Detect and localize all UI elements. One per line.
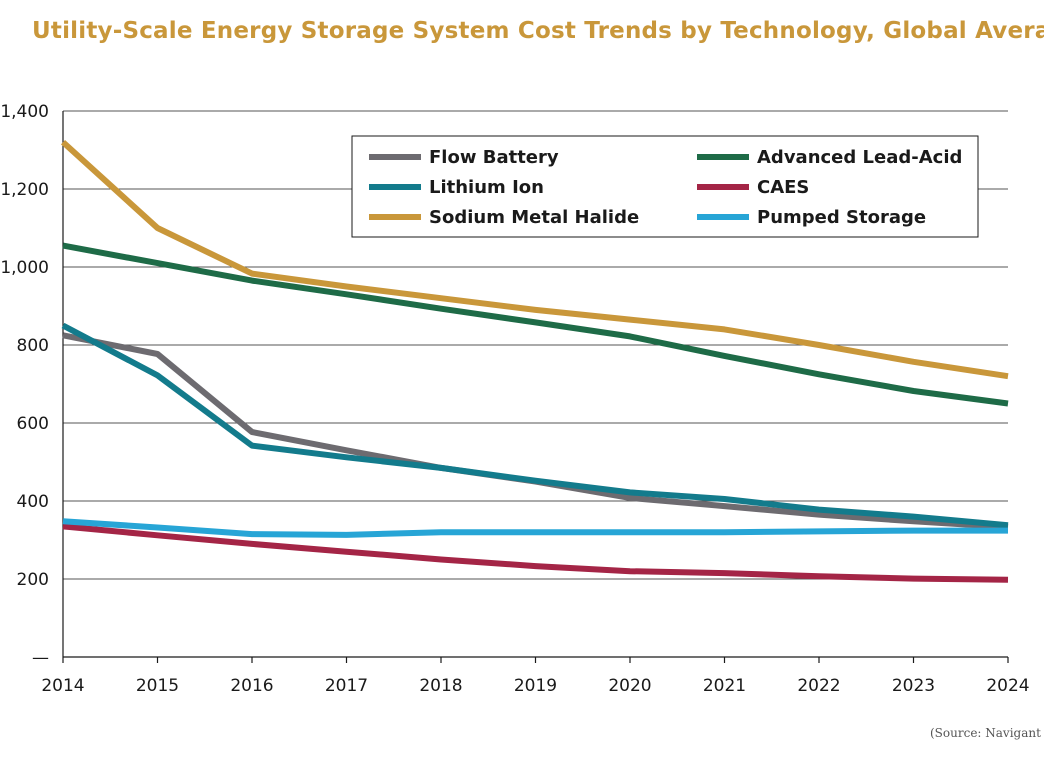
legend-label-caes: CAES	[757, 177, 809, 198]
x-tick-label: 2019	[514, 676, 557, 696]
x-tick-label: 2024	[986, 676, 1029, 696]
legend: Flow Battery Advanced Lead-Acid Lithium Io…	[351, 135, 979, 238]
chart-title: Utility-Scale Energy Storage System Cost…	[32, 18, 1044, 44]
y-tick-label: 1,200	[0, 180, 49, 200]
y-tick-label: 400	[17, 492, 49, 512]
y-tick-label: —	[32, 648, 49, 668]
x-tick-label: 2020	[608, 676, 651, 696]
x-tick-label: 2021	[703, 676, 746, 696]
legend-label-advanced-lead-acid: Advanced Lead-Acid	[757, 147, 962, 168]
x-tick-label: 2016	[230, 676, 273, 696]
series-line-pumped-storage	[62, 518, 1008, 538]
y-tick-label: 800	[17, 336, 49, 356]
series-line-sodium-metal-halide	[60, 139, 1009, 380]
y-tick-label: 600	[17, 414, 49, 434]
x-tick-label: 2018	[419, 676, 462, 696]
x-axis: 2014 2015 2016 2017 2018 2019 2020 2021 2022 2023…	[41, 656, 1030, 696]
legend-box	[351, 135, 979, 238]
series-line-caes	[62, 523, 1009, 583]
x-tick-label: 2015	[136, 676, 179, 696]
legend-label-flow-battery: Flow Battery	[429, 147, 559, 168]
x-tick-label: 2022	[797, 676, 840, 696]
series-lines	[60, 139, 1009, 583]
x-tick-label: 2017	[325, 676, 368, 696]
series-line-flow-battery	[62, 332, 1009, 531]
series-line-advanced-lead-acid	[62, 242, 1009, 407]
legend-label-pumped-storage: Pumped Storage	[757, 207, 926, 228]
y-tick-label: 200	[17, 570, 49, 590]
source-note: (Source: Navigant Research)	[930, 726, 1044, 740]
y-axis: — 200 400 600 800 1,000 1,200 1,400	[0, 102, 64, 668]
y-tick-label: 1,400	[0, 102, 49, 122]
legend-label-lithium-ion: Lithium Ion	[429, 177, 544, 198]
x-tick-label: 2014	[41, 676, 84, 696]
series-line-lithium-ion	[61, 322, 1009, 529]
legend-label-sodium-metal-halide: Sodium Metal Halide	[429, 207, 639, 228]
x-tick-label: 2023	[892, 676, 935, 696]
y-tick-label: 1,000	[0, 258, 49, 278]
